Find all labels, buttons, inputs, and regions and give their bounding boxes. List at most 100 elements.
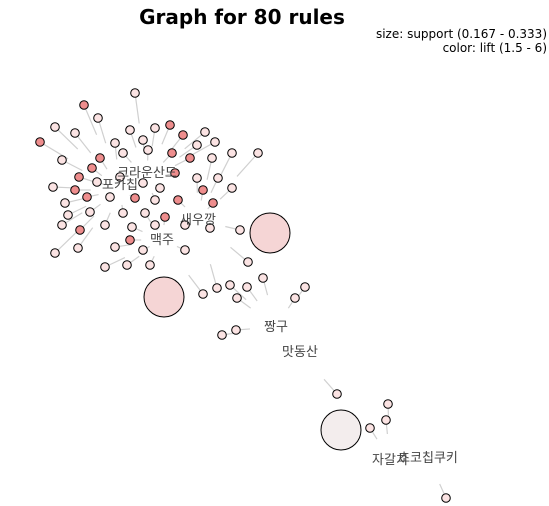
item-label: 짱구 xyxy=(264,320,288,335)
rule-node xyxy=(110,138,120,148)
rule-node xyxy=(208,198,218,208)
rule-node xyxy=(170,168,180,178)
rule-node xyxy=(231,325,241,335)
rule-node xyxy=(130,88,140,98)
rule-node xyxy=(79,100,89,110)
rule-node xyxy=(210,137,220,147)
rule-node xyxy=(138,245,148,255)
rule-node xyxy=(242,282,252,292)
rule-node xyxy=(441,493,451,503)
rule-node xyxy=(207,153,217,163)
rule-node xyxy=(200,127,210,137)
rule-node xyxy=(150,220,160,230)
rule-node xyxy=(167,148,177,158)
rule-node xyxy=(192,140,202,150)
item-label: 포카칩 xyxy=(102,178,138,193)
rule-node xyxy=(180,245,190,255)
rule-node xyxy=(227,148,237,158)
rule-node xyxy=(243,257,253,267)
rule-node xyxy=(130,193,140,203)
rule-node xyxy=(198,185,208,195)
rule-node xyxy=(300,282,310,292)
rule-node xyxy=(205,223,215,233)
rule-node xyxy=(185,153,195,163)
item-label: 새우깡 xyxy=(180,213,216,228)
edge xyxy=(236,152,259,177)
rule-node xyxy=(192,173,202,183)
rule-node xyxy=(85,207,95,217)
rule-node xyxy=(50,248,60,258)
rule-node xyxy=(70,185,80,195)
rule-node xyxy=(178,130,188,140)
rule-node xyxy=(115,172,125,182)
rule-node xyxy=(63,210,73,220)
rule-node xyxy=(253,148,263,158)
rule-node xyxy=(150,195,160,205)
rule-node xyxy=(381,415,391,425)
rule-node xyxy=(110,242,120,252)
title: Graph for 80 rules xyxy=(139,5,345,29)
rule-node xyxy=(100,220,110,230)
rule-node xyxy=(105,192,115,202)
rule-node xyxy=(138,178,148,188)
rule-node xyxy=(74,172,84,182)
rule-node xyxy=(138,135,148,145)
legend-color: color: lift (1.5 - 6) xyxy=(443,41,547,55)
rule-node xyxy=(50,122,60,132)
rule-node xyxy=(70,128,80,138)
item-label: 맥주 xyxy=(150,233,174,248)
edge xyxy=(54,126,79,150)
rule-node xyxy=(82,192,92,202)
rule-node xyxy=(75,225,85,235)
rule-node xyxy=(290,293,300,303)
rule-node xyxy=(87,163,97,173)
rule-node xyxy=(100,262,110,272)
rule-node xyxy=(227,183,237,193)
rule-node xyxy=(213,173,223,183)
rule-node xyxy=(57,155,67,165)
rule-node-large xyxy=(320,409,362,451)
rule-node xyxy=(155,183,165,193)
rule-node xyxy=(258,273,268,283)
rule-node xyxy=(118,208,128,218)
rule-node xyxy=(127,222,137,232)
rule-node xyxy=(198,289,208,299)
legend-size: size: support (0.167 - 0.333) xyxy=(376,27,547,41)
rule-node xyxy=(93,113,103,123)
rule-node xyxy=(173,195,183,205)
rule-node xyxy=(92,177,102,187)
rule-node xyxy=(60,198,70,208)
rule-node xyxy=(122,260,132,270)
rule-node xyxy=(217,330,227,340)
item-label: 초코칩쿠키 xyxy=(398,451,458,466)
rule-node xyxy=(125,235,135,245)
rule-node xyxy=(332,389,342,399)
rule-node xyxy=(150,123,160,133)
rule-node xyxy=(73,243,83,253)
rule-node-large xyxy=(249,212,291,254)
rule-node xyxy=(160,212,170,222)
item-label: 크라운산도 xyxy=(117,166,177,181)
rule-node xyxy=(143,145,153,155)
edge xyxy=(83,104,98,135)
rule-node xyxy=(383,399,393,409)
rule-node xyxy=(35,137,45,147)
rule-node xyxy=(180,220,190,230)
rule-nodes xyxy=(35,88,451,503)
rule-node xyxy=(365,423,375,433)
rule-node xyxy=(140,208,150,218)
rule-node xyxy=(165,120,175,130)
rule-node xyxy=(212,283,222,293)
rule-node xyxy=(48,182,58,192)
rule-node xyxy=(235,225,245,235)
rule-node xyxy=(118,148,128,158)
item-label: 자갈치 xyxy=(372,453,408,468)
rule-node xyxy=(145,260,155,270)
edge xyxy=(134,92,140,124)
edge xyxy=(54,230,79,254)
rule-node-large xyxy=(143,276,185,318)
rule-node xyxy=(125,125,135,135)
rule-node xyxy=(95,153,105,163)
rule-node xyxy=(57,220,67,230)
